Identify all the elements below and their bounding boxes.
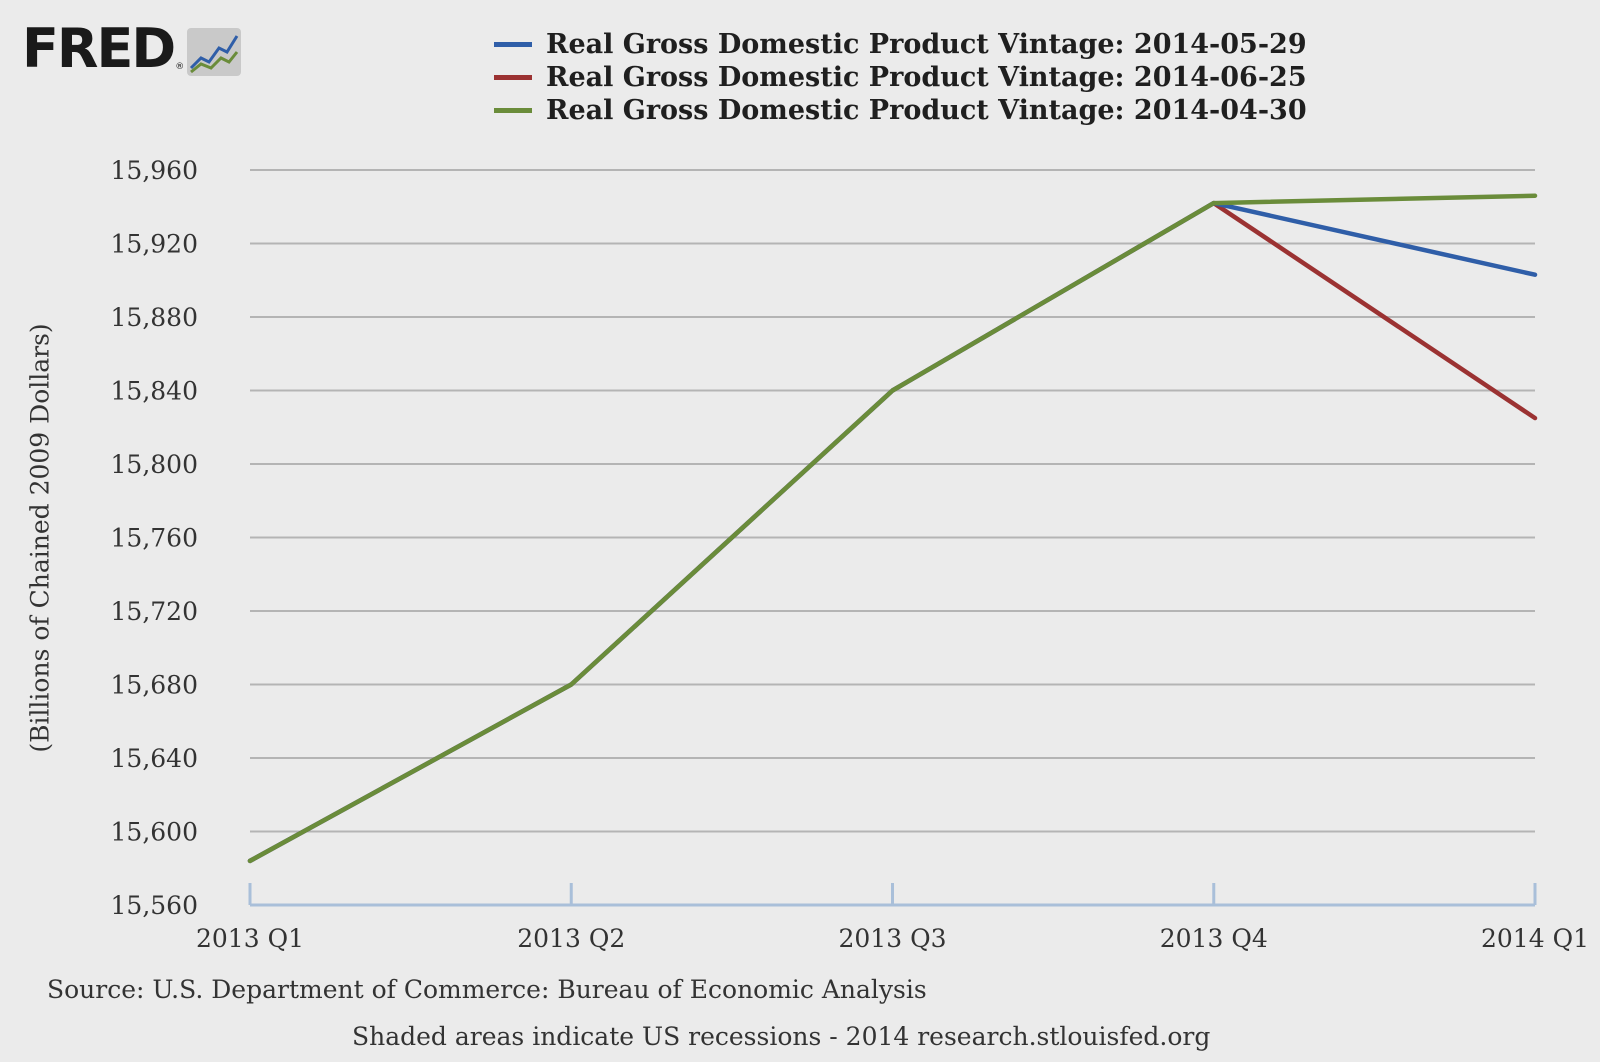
y-tick-label: 15,760 bbox=[111, 524, 198, 553]
chart-legend: Real Gross Domestic Product Vintage: 201… bbox=[494, 28, 1307, 127]
y-tick-label: 15,920 bbox=[111, 230, 198, 259]
series-line bbox=[247, 200, 1538, 864]
chart-trend-icon bbox=[187, 28, 242, 76]
legend-label: Real Gross Domestic Product Vintage: 201… bbox=[546, 95, 1307, 126]
legend-item: Real Gross Domestic Product Vintage: 201… bbox=[494, 94, 1307, 127]
series-line bbox=[247, 200, 1538, 864]
recession-note: Shaded areas indicate US recessions - 20… bbox=[352, 1022, 1211, 1051]
x-tick-label: 2014 Q1 bbox=[1481, 924, 1589, 953]
legend-swatch bbox=[494, 108, 532, 113]
y-tick-label: 15,960 bbox=[111, 156, 198, 185]
x-tick-label: 2013 Q2 bbox=[517, 924, 625, 953]
y-tick-label: 15,720 bbox=[111, 597, 198, 626]
legend-swatch bbox=[494, 42, 532, 47]
y-tick-label: 15,680 bbox=[111, 671, 198, 700]
legend-swatch bbox=[494, 75, 532, 80]
y-tick-label: 15,880 bbox=[111, 303, 198, 332]
y-tick-label: 15,600 bbox=[111, 818, 198, 847]
y-tick-label: 15,800 bbox=[111, 450, 198, 479]
y-tick-label: 15,840 bbox=[111, 377, 198, 406]
source-note: Source: U.S. Department of Commerce: Bur… bbox=[47, 975, 927, 1004]
x-tick-label: 2013 Q1 bbox=[196, 924, 304, 953]
y-tick-label: 15,560 bbox=[111, 891, 198, 920]
fred-logo: FRED ® bbox=[22, 17, 242, 80]
line-chart: 15,560 15,600 15,640 15,680 15,720 15,760 15,8… bbox=[111, 156, 1589, 953]
y-tick-label: 15,640 bbox=[111, 744, 198, 773]
legend-item: Real Gross Domestic Product Vintage: 201… bbox=[494, 61, 1307, 94]
logo-text: FRED bbox=[22, 17, 176, 80]
legend-label: Real Gross Domestic Product Vintage: 201… bbox=[546, 62, 1307, 93]
x-tick-label: 2013 Q4 bbox=[1160, 924, 1268, 953]
x-tick-label: 2013 Q3 bbox=[839, 924, 947, 953]
series-line bbox=[247, 193, 1538, 864]
legend-label: Real Gross Domestic Product Vintage: 201… bbox=[546, 29, 1307, 60]
legend-item: Real Gross Domestic Product Vintage: 201… bbox=[494, 28, 1307, 61]
registered-mark: ® bbox=[175, 62, 185, 72]
